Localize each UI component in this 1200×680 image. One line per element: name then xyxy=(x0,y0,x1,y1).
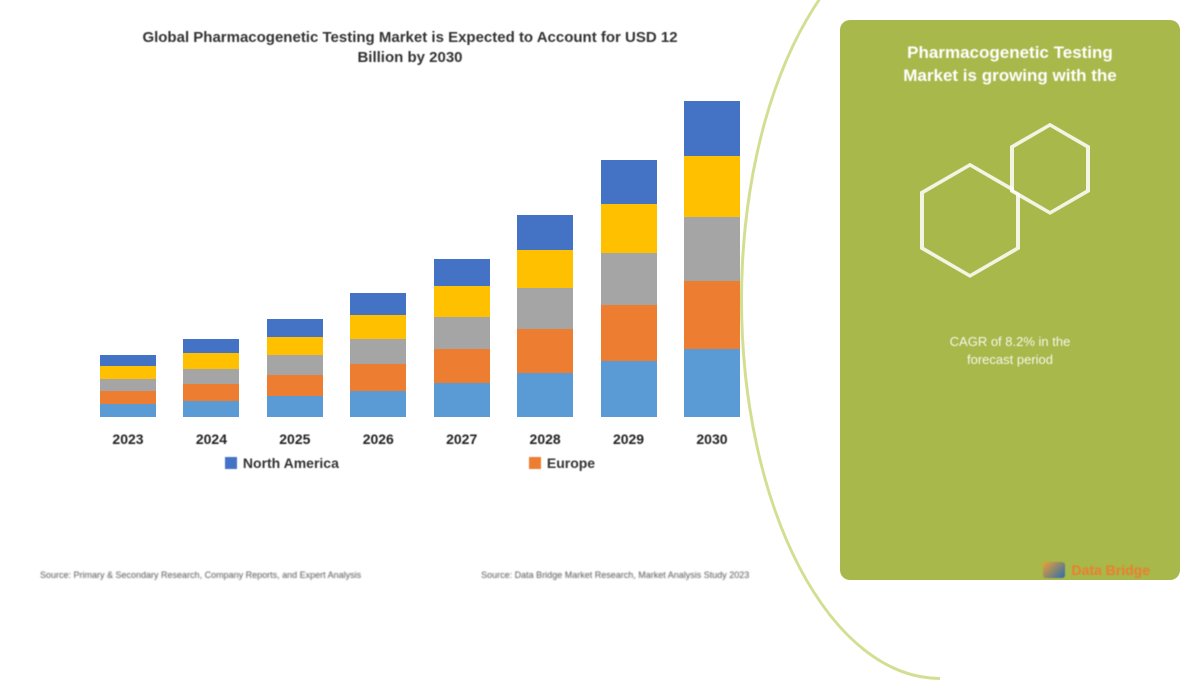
bar-segment xyxy=(183,401,239,418)
caption-line2: forecast period xyxy=(870,351,1150,369)
side-header-line2: Market is growing with the xyxy=(860,65,1160,88)
legend-swatch xyxy=(225,457,237,469)
bar-segment xyxy=(350,315,406,339)
bar-2026 xyxy=(350,293,406,417)
side-panel-header: Pharmacogenetic Testing Market is growin… xyxy=(840,20,1180,98)
chart-title: Global Pharmacogenetic Testing Market is… xyxy=(130,28,690,67)
bar-segment xyxy=(601,160,657,204)
bar-segment xyxy=(100,404,156,417)
footnote-right: Source: Data Bridge Market Research, Mar… xyxy=(481,570,749,580)
bar-segment xyxy=(100,355,156,366)
bar-segment xyxy=(517,329,573,373)
brand-logo: Data Bridge xyxy=(1043,562,1150,578)
bar-segment xyxy=(100,391,156,404)
footnote-left: Source: Primary & Secondary Research, Co… xyxy=(40,570,361,580)
bar-2028 xyxy=(517,215,573,417)
x-axis-label: 2029 xyxy=(601,431,657,447)
main-chart-area: Global Pharmacogenetic Testing Market is… xyxy=(0,0,820,600)
brand-icon xyxy=(1043,562,1065,578)
x-axis-label: 2028 xyxy=(517,431,573,447)
bar-segment xyxy=(350,364,406,390)
legend-swatch xyxy=(529,457,541,469)
bar-segment xyxy=(684,349,740,417)
bar-segment xyxy=(100,366,156,378)
bar-segment xyxy=(434,317,490,349)
bar-2029 xyxy=(601,160,657,417)
bar-segment xyxy=(684,217,740,281)
legend-label: North America xyxy=(243,455,339,471)
bar-segment xyxy=(684,156,740,217)
bar-segment xyxy=(517,250,573,289)
legend-item: Europe xyxy=(529,455,595,471)
bar-2025 xyxy=(267,319,323,417)
bar-segment xyxy=(601,253,657,305)
bar-segment xyxy=(350,391,406,417)
bar-segment xyxy=(434,286,490,317)
stacked-bar-chart: 2023 2024 2025 2026 2027 2028 2029 2030 xyxy=(60,87,760,447)
bar-segment xyxy=(267,337,323,356)
bar-segment xyxy=(100,379,156,391)
bar-segment xyxy=(601,305,657,361)
x-axis-label: 2030 xyxy=(684,431,740,447)
bar-segment xyxy=(517,373,573,417)
caption-line1: CAGR of 8.2% in the xyxy=(870,333,1150,351)
bar-2024 xyxy=(183,339,239,417)
bar-segment xyxy=(350,339,406,364)
source-footnotes: Source: Primary & Secondary Research, Co… xyxy=(40,570,749,580)
bar-segment xyxy=(267,396,323,417)
hexagon-icon xyxy=(1010,123,1090,215)
bar-segment xyxy=(684,101,740,156)
bar-segment xyxy=(350,293,406,315)
x-axis-label: 2023 xyxy=(100,431,156,447)
bar-segment xyxy=(183,339,239,353)
bar-segment xyxy=(434,383,490,417)
bar-segment xyxy=(601,204,657,254)
brand-text: Data Bridge xyxy=(1071,562,1150,578)
bar-segment xyxy=(434,259,490,287)
side-header-line1: Pharmacogenetic Testing xyxy=(860,42,1160,65)
bar-2030 xyxy=(684,101,740,417)
bar-segment xyxy=(684,281,740,349)
side-panel-caption: CAGR of 8.2% in the forecast period xyxy=(840,333,1180,369)
bar-segment xyxy=(267,375,323,396)
side-panel: Pharmacogenetic Testing Market is growin… xyxy=(840,20,1180,580)
bar-segment xyxy=(267,319,323,337)
bar-segment xyxy=(183,353,239,368)
bar-segment xyxy=(517,288,573,329)
legend: North America Europe xyxy=(30,455,790,471)
x-axis-label: 2026 xyxy=(350,431,406,447)
bar-2027 xyxy=(434,259,490,417)
hexagon-icon xyxy=(920,163,1020,278)
x-axis-label: 2025 xyxy=(267,431,323,447)
bar-segment xyxy=(601,361,657,417)
legend-item: North America xyxy=(225,455,339,471)
bar-segment xyxy=(267,355,323,375)
bar-segment xyxy=(183,369,239,384)
x-axis-label: 2024 xyxy=(183,431,239,447)
bar-segment xyxy=(183,384,239,401)
bar-segment xyxy=(517,215,573,250)
bar-2023 xyxy=(100,355,156,417)
legend-label: Europe xyxy=(547,455,595,471)
hexagon-graphic xyxy=(910,123,1110,293)
x-axis-label: 2027 xyxy=(434,431,490,447)
bar-segment xyxy=(434,349,490,383)
